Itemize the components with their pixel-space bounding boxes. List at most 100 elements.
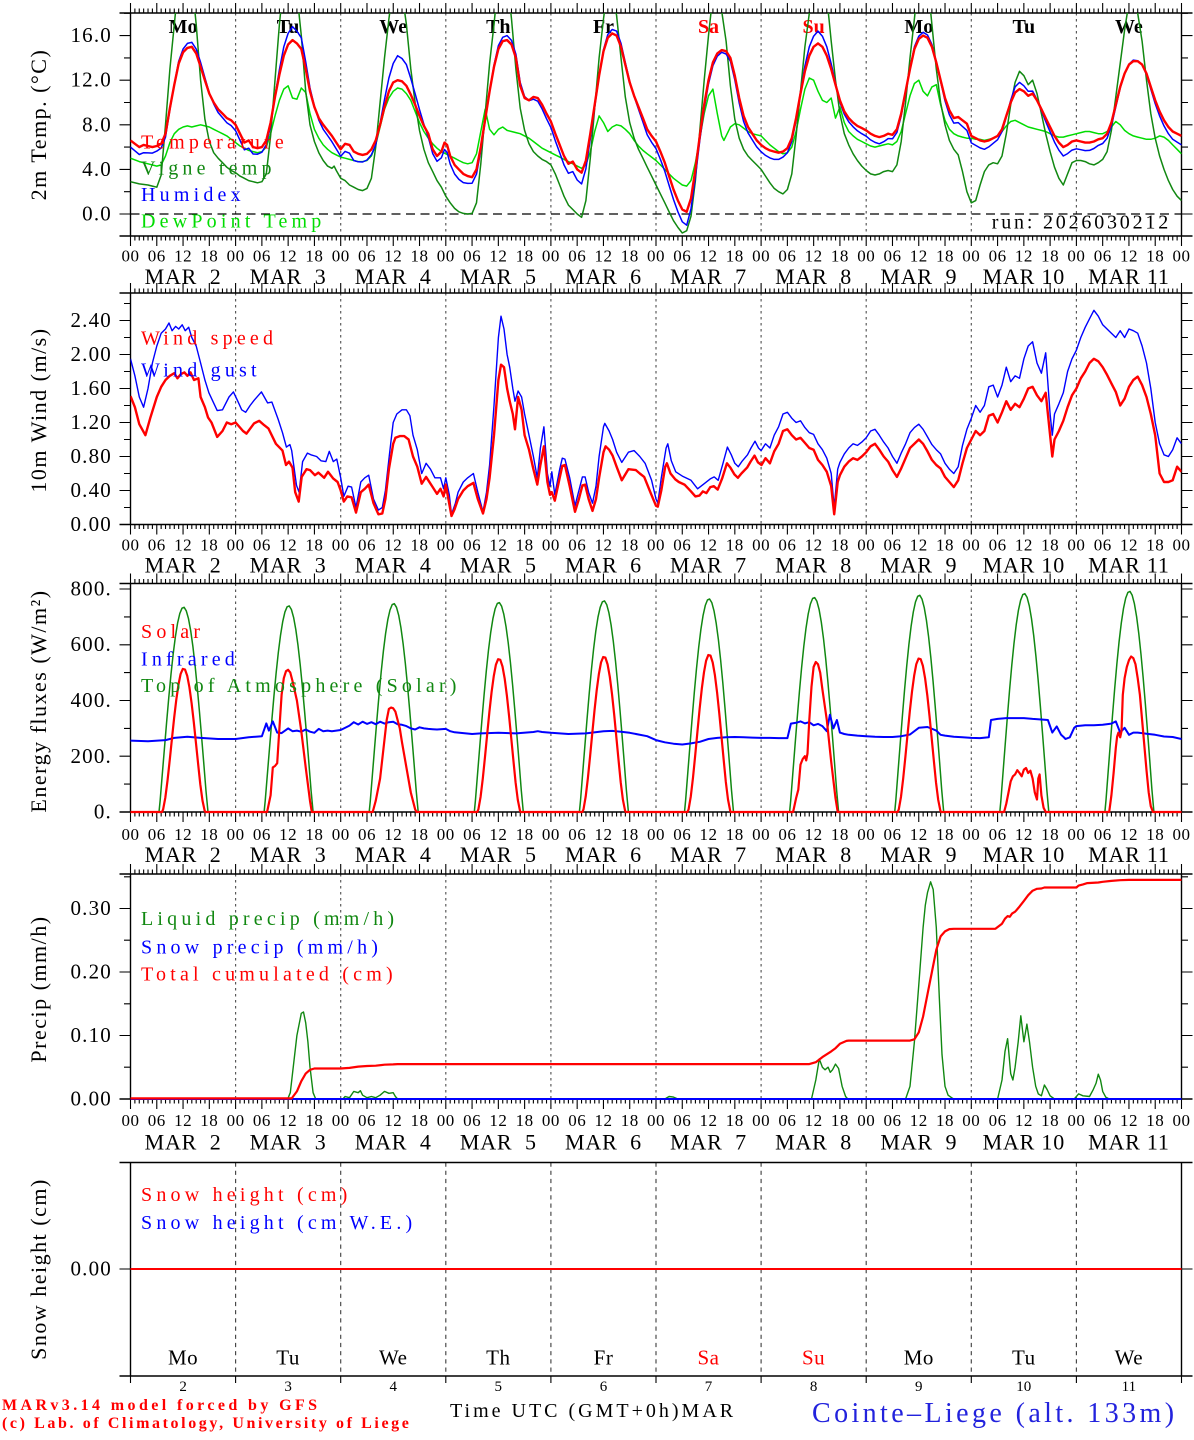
svg-text:MAR 8: MAR 8 — [775, 553, 852, 578]
svg-text:10m Wind (m/s): 10m Wind (m/s) — [26, 327, 51, 492]
svg-text:06: 06 — [253, 825, 271, 844]
svg-text:12: 12 — [384, 1111, 402, 1130]
svg-text:00: 00 — [1173, 247, 1191, 266]
svg-text:06: 06 — [778, 825, 796, 844]
svg-text:06: 06 — [463, 536, 481, 555]
svg-text:0.00: 0.00 — [70, 1087, 112, 1111]
svg-text:MAR 10: MAR 10 — [983, 1130, 1065, 1155]
svg-text:00: 00 — [647, 1111, 665, 1130]
svg-text:18: 18 — [1146, 247, 1164, 266]
svg-text:400.: 400. — [70, 688, 112, 712]
svg-text:12: 12 — [1015, 247, 1033, 266]
svg-text:We: We — [379, 1346, 407, 1370]
svg-text:00: 00 — [122, 536, 140, 555]
svg-text:18: 18 — [831, 1111, 849, 1130]
svg-text:MAR 3: MAR 3 — [250, 553, 327, 578]
svg-text:00: 00 — [542, 536, 560, 555]
svg-text:00: 00 — [962, 247, 980, 266]
svg-text:0.10: 0.10 — [70, 1023, 112, 1047]
svg-text:4.0: 4.0 — [82, 157, 112, 181]
svg-text:run: 2026030212: run: 2026030212 — [992, 212, 1171, 234]
svg-text:18: 18 — [200, 536, 218, 555]
svg-text:18: 18 — [516, 536, 534, 555]
svg-text:18: 18 — [411, 825, 429, 844]
svg-text:Humidex: Humidex — [141, 184, 245, 206]
svg-text:06: 06 — [253, 1111, 271, 1130]
svg-text:12: 12 — [384, 536, 402, 555]
svg-text:12: 12 — [384, 247, 402, 266]
svg-text:12: 12 — [805, 536, 823, 555]
svg-text:MAR 2: MAR 2 — [145, 553, 222, 578]
svg-text:Mo: Mo — [904, 16, 933, 38]
svg-text:MAR 11: MAR 11 — [1088, 553, 1170, 578]
svg-text:12: 12 — [279, 536, 297, 555]
svg-text:12: 12 — [805, 1111, 823, 1130]
svg-text:00: 00 — [752, 1111, 770, 1130]
svg-text:06: 06 — [253, 536, 271, 555]
svg-text:18: 18 — [411, 1111, 429, 1130]
svg-text:18: 18 — [1146, 825, 1164, 844]
svg-text:Tu: Tu — [276, 1346, 300, 1370]
svg-text:18: 18 — [305, 1111, 323, 1130]
svg-text:12: 12 — [910, 536, 928, 555]
svg-text:06: 06 — [253, 247, 271, 266]
svg-text:00: 00 — [857, 825, 875, 844]
svg-text:18: 18 — [516, 825, 534, 844]
svg-text:18: 18 — [936, 247, 954, 266]
svg-text:9: 9 — [915, 1379, 923, 1395]
svg-text:MAR 10: MAR 10 — [983, 842, 1065, 867]
svg-text:00: 00 — [752, 536, 770, 555]
svg-text:0.: 0. — [94, 800, 112, 824]
svg-text:18: 18 — [726, 1111, 744, 1130]
svg-text:12.0: 12.0 — [70, 68, 112, 92]
svg-text:00: 00 — [962, 536, 980, 555]
svg-text:Infrared: Infrared — [141, 648, 239, 670]
svg-text:00: 00 — [962, 825, 980, 844]
svg-text:00: 00 — [1067, 536, 1085, 555]
svg-text:2m Temp. (°C): 2m Temp. (°C) — [26, 49, 51, 201]
svg-text:06: 06 — [673, 1111, 691, 1130]
svg-text:12: 12 — [174, 825, 192, 844]
svg-text:12: 12 — [1120, 247, 1138, 266]
svg-text:We: We — [379, 16, 407, 38]
svg-text:12: 12 — [174, 247, 192, 266]
svg-text:06: 06 — [673, 825, 691, 844]
svg-text:06: 06 — [568, 1111, 586, 1130]
svg-text:MARv3.14 model forced by GFS: MARv3.14 model forced by GFS — [2, 1397, 320, 1414]
svg-text:00: 00 — [332, 825, 350, 844]
svg-text:00: 00 — [437, 825, 455, 844]
svg-text:12: 12 — [279, 825, 297, 844]
svg-text:MAR 6: MAR 6 — [565, 842, 642, 867]
svg-text:Precip (mm/h): Precip (mm/h) — [26, 915, 51, 1062]
svg-text:Tu: Tu — [1012, 1346, 1036, 1370]
svg-text:MAR 10: MAR 10 — [983, 553, 1065, 578]
svg-text:MAR 11: MAR 11 — [1088, 842, 1170, 867]
svg-text:(c) Lab. of Climatology, Unive: (c) Lab. of Climatology, University of L… — [2, 1415, 411, 1432]
svg-text:0.80: 0.80 — [70, 444, 112, 468]
svg-text:06: 06 — [778, 1111, 796, 1130]
svg-text:Solar: Solar — [141, 621, 204, 643]
svg-text:06: 06 — [358, 247, 376, 266]
svg-text:12: 12 — [595, 536, 613, 555]
svg-text:18: 18 — [621, 825, 639, 844]
svg-text:MAR 9: MAR 9 — [880, 842, 957, 867]
svg-text:18: 18 — [305, 247, 323, 266]
svg-text:7: 7 — [705, 1379, 713, 1395]
svg-text:18: 18 — [200, 1111, 218, 1130]
svg-text:12: 12 — [1120, 825, 1138, 844]
svg-text:18: 18 — [936, 1111, 954, 1130]
svg-text:2.40: 2.40 — [70, 308, 112, 332]
svg-text:12: 12 — [279, 1111, 297, 1130]
svg-text:12: 12 — [1120, 536, 1138, 555]
svg-text:00: 00 — [647, 825, 665, 844]
svg-text:3: 3 — [284, 1379, 292, 1395]
svg-text:00: 00 — [857, 247, 875, 266]
svg-text:12: 12 — [910, 825, 928, 844]
svg-text:00: 00 — [227, 825, 245, 844]
svg-text:00: 00 — [332, 1111, 350, 1130]
svg-text:06: 06 — [1094, 536, 1112, 555]
svg-text:06: 06 — [778, 247, 796, 266]
svg-text:12: 12 — [174, 1111, 192, 1130]
svg-text:Total cumulated (cm): Total cumulated (cm) — [141, 964, 397, 986]
svg-text:2: 2 — [179, 1379, 187, 1395]
